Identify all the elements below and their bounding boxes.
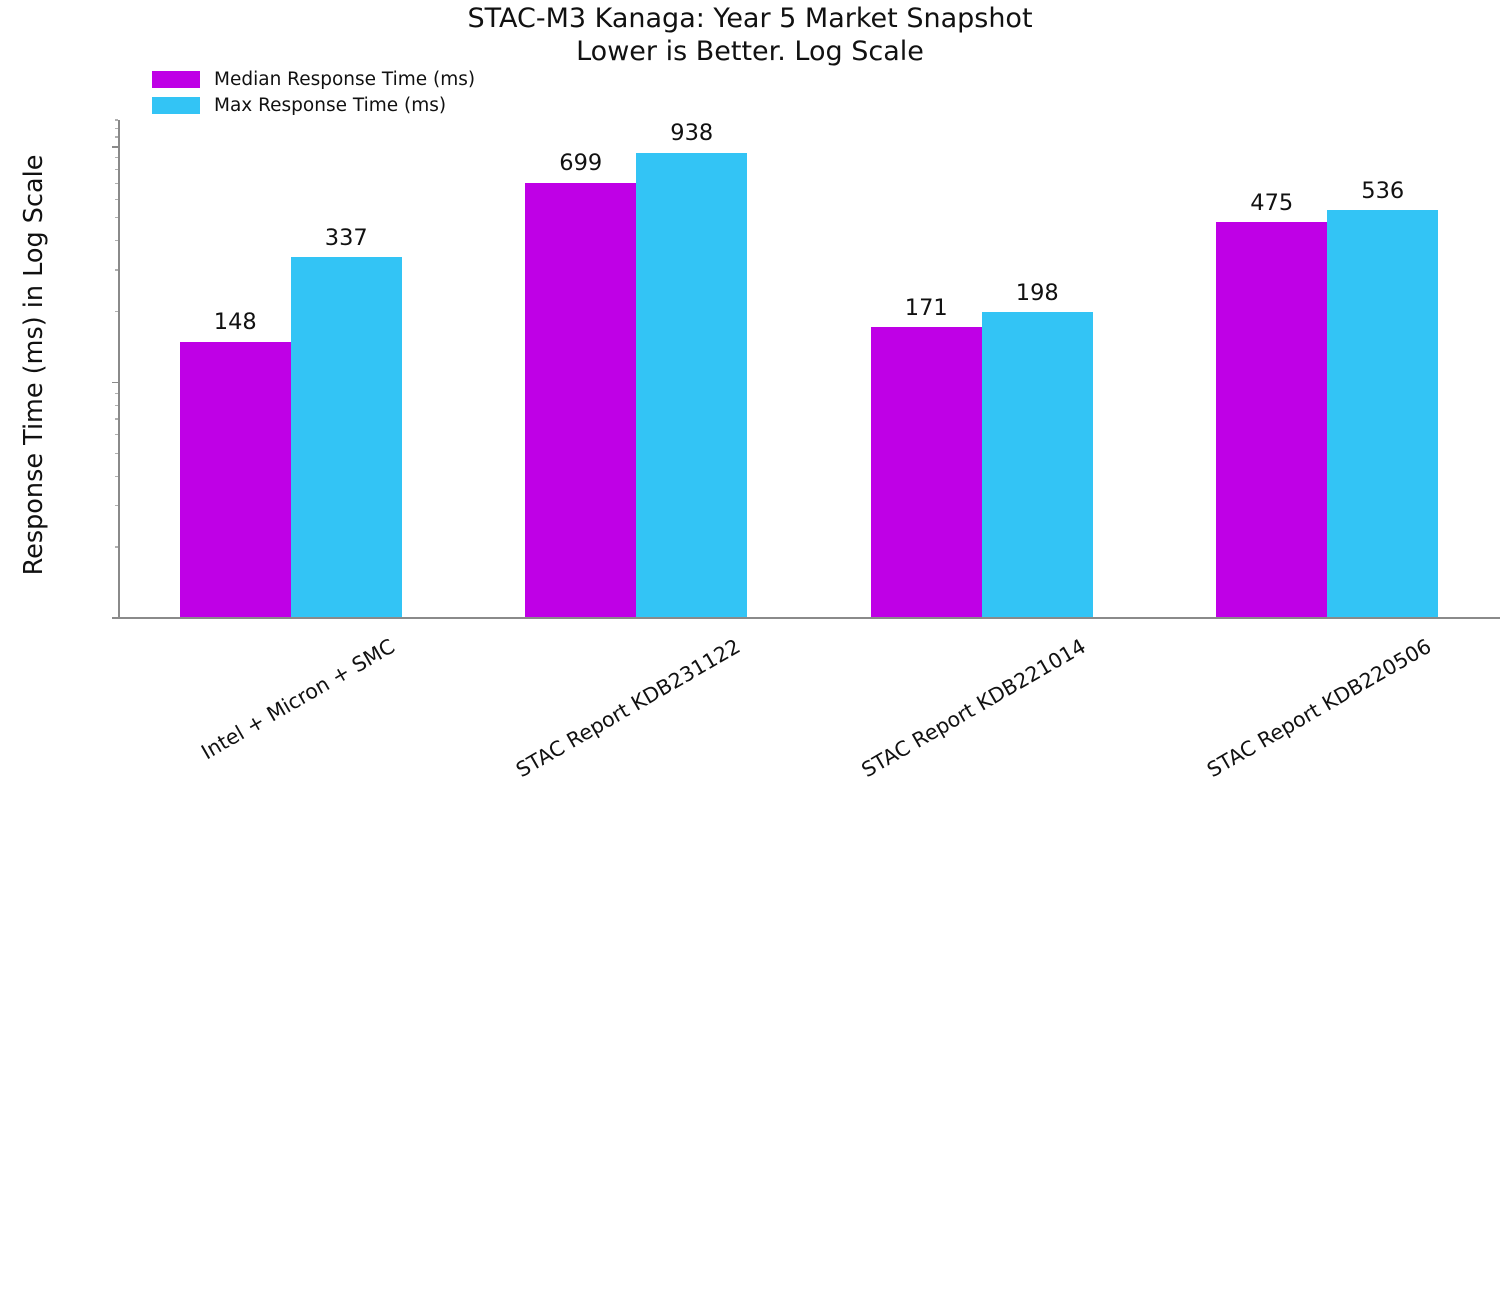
bar-max[interactable] [636, 152, 748, 618]
x-tick-label: STAC Report KDB220506 [1202, 634, 1436, 783]
legend-swatch-max-icon [152, 96, 200, 114]
bar-value-label: 699 [559, 150, 603, 177]
x-axis-spine [118, 617, 1500, 619]
y-tick-major [112, 381, 118, 384]
y-tick-minor [114, 127, 118, 129]
plot-area: 148 337 699 938 171 198 475 536 [112, 119, 1500, 619]
y-tick-minor [114, 136, 118, 138]
y-tick-minor [114, 392, 118, 394]
y-tick-minor [114, 198, 118, 200]
chart-title-line-1: STAC-M3 Kanaga: Year 5 Market Snapshot [467, 3, 1033, 34]
bar-value-label: 475 [1250, 190, 1294, 216]
y-axis-spine [118, 120, 120, 618]
bar-max[interactable] [1327, 209, 1439, 618]
y-tick-minor [114, 418, 118, 420]
bar-max[interactable] [981, 311, 1093, 618]
chart-legend: Median Response Time (ms) Max Response T… [152, 66, 475, 118]
y-axis-label: Response Time (ms) in Log Scale [19, 154, 49, 576]
legend-item-median[interactable]: Median Response Time (ms) [152, 66, 475, 92]
y-tick-minor [114, 182, 118, 184]
bar-value-label: 198 [1015, 279, 1059, 306]
y-tick-minor [114, 546, 118, 548]
y-tick-major [112, 617, 118, 619]
legend-label-median: Median Response Time (ms) [214, 68, 476, 90]
y-tick-major [112, 146, 118, 148]
y-tick-minor [114, 157, 118, 159]
x-tick-label: Intel + Micron + SMC [197, 634, 399, 765]
y-tick-minor [114, 404, 118, 406]
y-tick-minor [114, 452, 118, 454]
bar-value-label: 171 [904, 294, 948, 321]
bar-median[interactable] [1216, 222, 1328, 618]
y-tick-minor [114, 310, 118, 313]
bar-value-label: 148 [213, 309, 257, 336]
y-tick-minor [114, 475, 118, 477]
y-tick-minor [114, 217, 118, 219]
y-tick-minor [114, 434, 118, 436]
x-tick-label: STAC Report KDB221014 [857, 634, 1090, 783]
bar-value-label: 536 [1361, 177, 1405, 204]
y-tick-minor [114, 169, 118, 171]
x-axis-tick-labels: Intel + Micron + SMC STAC Report KDB23112… [118, 634, 1500, 782]
bar-median[interactable] [525, 182, 637, 618]
x-tick-label: STAC Report KDB231122 [511, 634, 745, 783]
legend-label-max: Max Response Time (ms) [214, 94, 447, 116]
bar-max[interactable] [290, 257, 402, 618]
y-tick-minor [114, 239, 118, 242]
bar-chart: STAC-M3 Kanaga: Year 5 Market Snapshot L… [0, 2, 1500, 783]
chart-title: STAC-M3 Kanaga: Year 5 Market Snapshot L… [0, 2, 1500, 68]
chart-title-line-2: Lower is Better. Log Scale [576, 36, 924, 67]
bar-median[interactable] [870, 326, 982, 618]
legend-item-max[interactable]: Max Response Time (ms) [152, 92, 475, 118]
bar-value-label: 337 [324, 225, 368, 252]
bar-median[interactable] [179, 341, 291, 618]
y-tick-minor [114, 505, 118, 507]
bar-value-label: 938 [670, 120, 714, 147]
legend-swatch-median-icon [152, 70, 200, 88]
y-tick-minor [114, 119, 118, 121]
y-tick-minor [114, 269, 118, 271]
